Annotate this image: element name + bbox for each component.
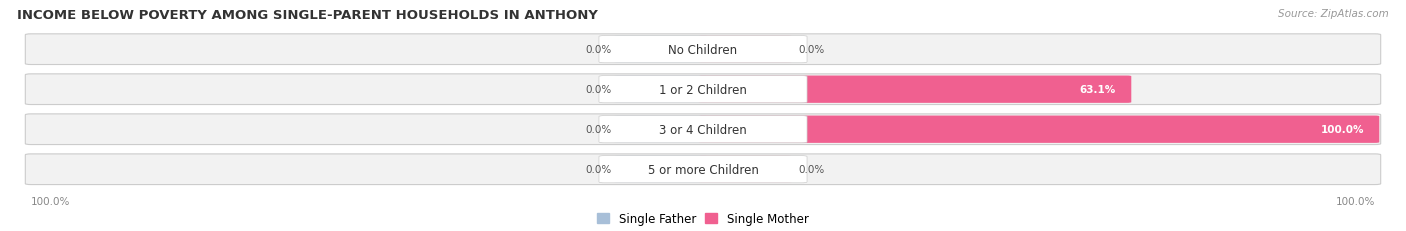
- FancyBboxPatch shape: [699, 156, 792, 183]
- Text: 0.0%: 0.0%: [585, 125, 612, 135]
- FancyBboxPatch shape: [25, 114, 1381, 145]
- FancyBboxPatch shape: [699, 116, 1379, 143]
- Text: 0.0%: 0.0%: [585, 85, 612, 95]
- Text: 0.0%: 0.0%: [799, 45, 825, 55]
- Text: 100.0%: 100.0%: [1336, 196, 1375, 206]
- FancyBboxPatch shape: [599, 76, 807, 103]
- Text: 0.0%: 0.0%: [585, 45, 612, 55]
- Text: Source: ZipAtlas.com: Source: ZipAtlas.com: [1278, 9, 1389, 19]
- FancyBboxPatch shape: [614, 76, 707, 103]
- FancyBboxPatch shape: [614, 116, 707, 143]
- Text: 5 or more Children: 5 or more Children: [648, 163, 758, 176]
- FancyBboxPatch shape: [599, 156, 807, 183]
- FancyBboxPatch shape: [614, 36, 707, 64]
- Text: 100.0%: 100.0%: [1320, 125, 1364, 135]
- Text: 1 or 2 Children: 1 or 2 Children: [659, 83, 747, 96]
- Text: 63.1%: 63.1%: [1080, 85, 1116, 95]
- Text: No Children: No Children: [668, 43, 738, 56]
- Text: 0.0%: 0.0%: [585, 164, 612, 174]
- FancyBboxPatch shape: [599, 116, 807, 143]
- Text: 0.0%: 0.0%: [799, 164, 825, 174]
- FancyBboxPatch shape: [614, 156, 707, 183]
- FancyBboxPatch shape: [25, 35, 1381, 65]
- FancyBboxPatch shape: [25, 154, 1381, 185]
- FancyBboxPatch shape: [25, 75, 1381, 105]
- FancyBboxPatch shape: [599, 36, 807, 64]
- FancyBboxPatch shape: [699, 36, 792, 64]
- Legend: Single Father, Single Mother: Single Father, Single Mother: [598, 212, 808, 225]
- FancyBboxPatch shape: [699, 76, 1132, 103]
- Text: INCOME BELOW POVERTY AMONG SINGLE-PARENT HOUSEHOLDS IN ANTHONY: INCOME BELOW POVERTY AMONG SINGLE-PARENT…: [17, 9, 598, 22]
- Text: 100.0%: 100.0%: [31, 196, 70, 206]
- Text: 3 or 4 Children: 3 or 4 Children: [659, 123, 747, 136]
